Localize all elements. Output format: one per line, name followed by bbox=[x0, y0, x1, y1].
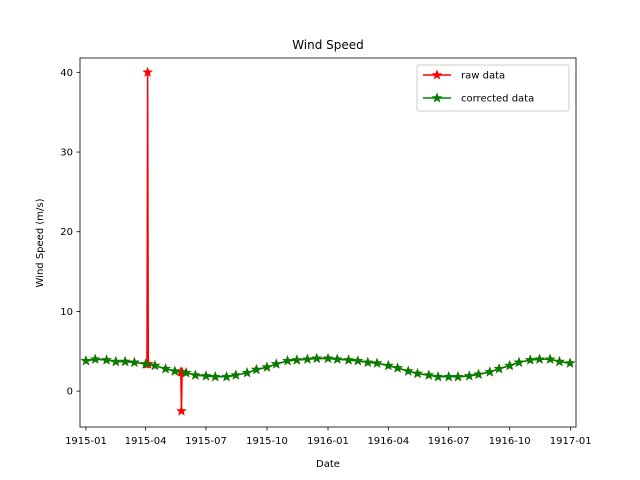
data-point bbox=[142, 66, 153, 77]
legend-entry: raw data bbox=[423, 69, 505, 82]
data-point bbox=[493, 363, 505, 374]
data-point bbox=[322, 352, 334, 364]
y-tick-label: 40 bbox=[60, 68, 73, 79]
data-point bbox=[119, 356, 131, 367]
y-axis-label: Wind Speed (m/s) bbox=[35, 198, 46, 287]
data-point bbox=[524, 354, 536, 365]
x-tick-label: 1915-07 bbox=[185, 436, 227, 447]
data-point bbox=[352, 355, 364, 366]
data-point bbox=[382, 359, 394, 371]
x-tick-label: 1915-01 bbox=[65, 436, 107, 447]
x-tick-label: 1916-07 bbox=[428, 436, 470, 447]
data-point bbox=[402, 365, 414, 376]
data-point bbox=[221, 371, 232, 382]
data-point bbox=[311, 352, 323, 364]
data-point bbox=[362, 356, 374, 367]
legend-label: raw data bbox=[461, 71, 505, 82]
data-point bbox=[89, 353, 101, 364]
data-point bbox=[412, 367, 423, 379]
data-point bbox=[110, 356, 122, 367]
x-tick-label: 1916-04 bbox=[367, 436, 409, 447]
y-tick-label: 20 bbox=[60, 227, 73, 238]
legend-marker bbox=[431, 69, 443, 80]
data-point bbox=[544, 353, 556, 364]
x-axis-label: Date bbox=[316, 459, 340, 470]
data-point bbox=[176, 405, 187, 416]
data-point bbox=[473, 368, 484, 379]
data-point bbox=[452, 371, 464, 382]
data-point bbox=[129, 356, 140, 367]
x-tick-label: 1916-01 bbox=[307, 436, 349, 447]
series-layer bbox=[80, 66, 576, 416]
chart-title: Wind Speed bbox=[292, 38, 364, 52]
data-point bbox=[371, 357, 383, 368]
data-point bbox=[140, 358, 152, 369]
y-tick-label: 10 bbox=[60, 307, 73, 318]
data-point bbox=[169, 365, 181, 376]
legend-box bbox=[416, 64, 570, 112]
legend: raw data corrected data bbox=[416, 64, 570, 112]
ticks-layer: 1915-01 1915-04 1915-07 1915-10 1916-01 1916-… bbox=[60, 68, 591, 447]
data-point bbox=[484, 366, 496, 377]
data-point bbox=[251, 363, 262, 375]
data-point bbox=[513, 356, 525, 367]
y-tick-label: 0 bbox=[67, 387, 73, 398]
data-point bbox=[80, 355, 92, 366]
data-point bbox=[160, 363, 171, 374]
data-point bbox=[291, 354, 303, 365]
data-point bbox=[200, 370, 212, 381]
x-tick-label: 1915-04 bbox=[125, 436, 167, 447]
data-point bbox=[180, 367, 192, 378]
data-point bbox=[343, 354, 354, 365]
series-1 bbox=[80, 352, 576, 382]
data-point bbox=[392, 362, 403, 373]
legend-marker bbox=[431, 92, 443, 103]
legend-entry: corrected data bbox=[423, 92, 534, 105]
x-tick-label: 1915-10 bbox=[246, 436, 288, 447]
data-point bbox=[432, 371, 444, 382]
data-point bbox=[554, 356, 565, 367]
data-point bbox=[230, 369, 242, 380]
x-tick-label: 1917-01 bbox=[550, 436, 592, 447]
data-point bbox=[443, 371, 455, 382]
legend-label: corrected data bbox=[461, 94, 534, 105]
data-point bbox=[101, 354, 112, 365]
data-point bbox=[534, 353, 545, 364]
data-point bbox=[463, 370, 475, 381]
data-point bbox=[282, 355, 293, 366]
data-point bbox=[423, 369, 435, 380]
data-point bbox=[302, 353, 313, 364]
data-point bbox=[270, 358, 282, 369]
data-point bbox=[149, 360, 161, 371]
data-point bbox=[564, 357, 576, 368]
data-point bbox=[190, 369, 201, 380]
data-point bbox=[209, 371, 221, 382]
data-point bbox=[331, 353, 343, 364]
legend-entries: raw data corrected data bbox=[423, 69, 534, 105]
data-point bbox=[504, 360, 516, 371]
y-tick-label: 30 bbox=[60, 148, 73, 159]
data-point bbox=[261, 361, 273, 372]
data-point bbox=[241, 367, 253, 378]
x-tick-label: 1916-10 bbox=[489, 436, 531, 447]
